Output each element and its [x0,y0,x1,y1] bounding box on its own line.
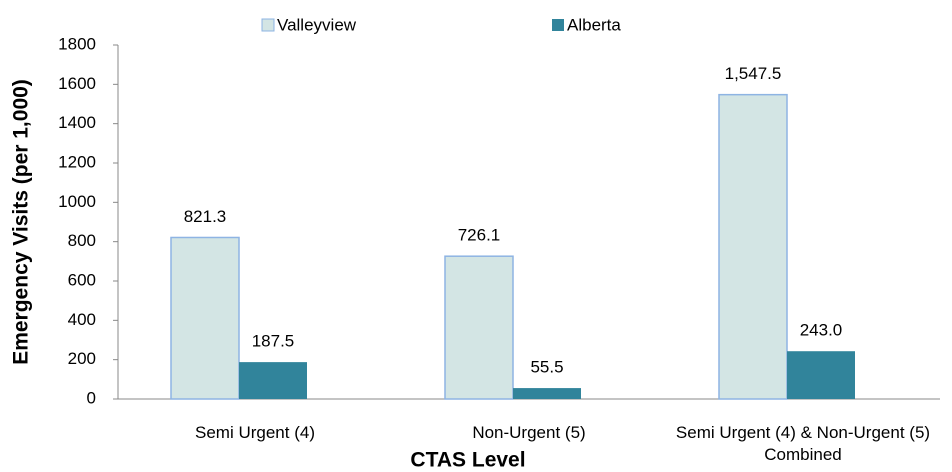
y-tick-label: 0 [87,388,96,407]
y-tick-label: 1000 [58,192,96,211]
bar [170,236,240,400]
legend-label: Alberta [567,15,621,34]
y-tick-label: 1600 [58,74,96,93]
legend-swatch [261,18,275,32]
y-tick-label: 200 [68,349,96,368]
y-tick-label: 400 [68,310,96,329]
x-tick-label: Semi Urgent (4) [195,423,315,442]
y-tick-label: 600 [68,270,96,289]
value-label: 821.3 [184,207,227,226]
value-label: 726.1 [458,226,501,245]
bar [513,388,581,399]
bar [239,362,307,399]
x-tick-label: Semi Urgent (4) & Non-Urgent (5) Combine… [675,423,931,464]
y-axis-title: Emergency Visits (per 1,000) [10,79,33,365]
bar [718,93,788,400]
legend-label: Valleyview [277,15,357,34]
value-label: 55.5 [530,358,563,377]
y-tick-label: 1400 [58,113,96,132]
bar [444,255,514,400]
y-tick-label: 1800 [58,34,96,53]
value-label: 187.5 [252,332,295,351]
legend-swatch [552,19,564,31]
value-label: 1,547.5 [725,64,782,83]
bar [787,351,855,399]
x-tick-label: Non-Urgent (5) [472,423,586,442]
value-label: 243.0 [800,321,843,340]
y-tick-label: 1200 [58,152,96,171]
x-axis-title: CTAS Level [410,449,525,472]
y-tick-label: 800 [68,231,96,250]
